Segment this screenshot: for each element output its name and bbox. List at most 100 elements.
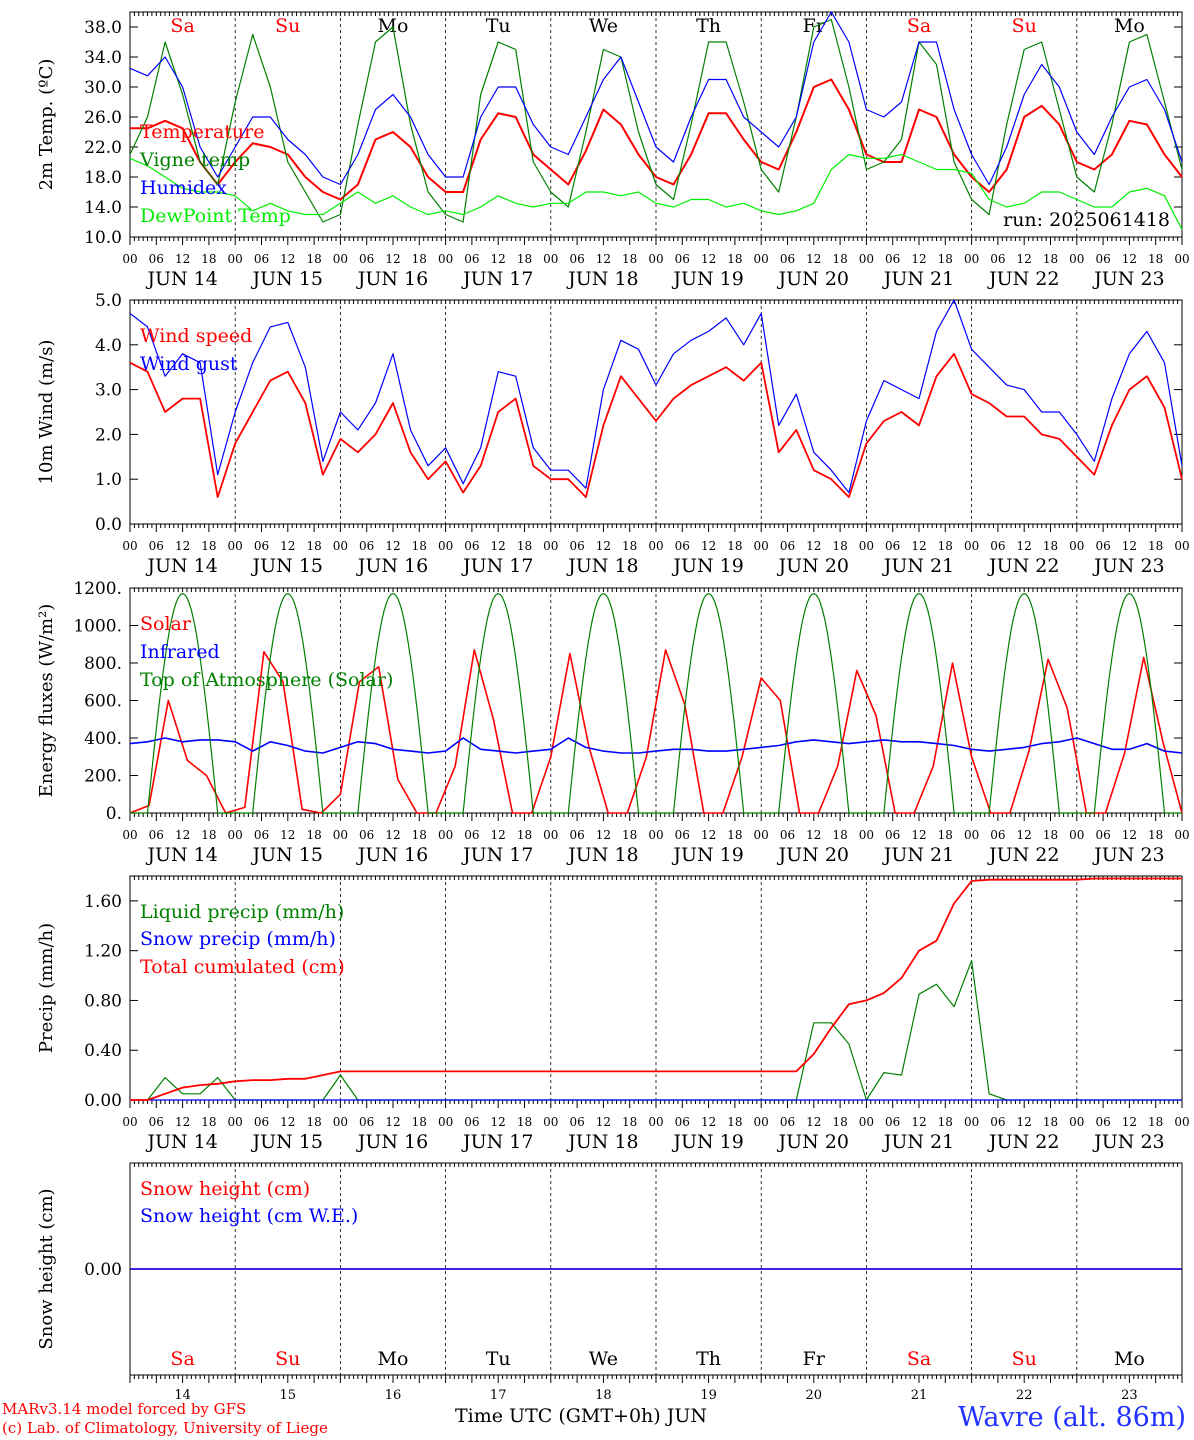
y-tick-label: 0.0	[95, 515, 122, 535]
date-number-label: 20	[806, 1388, 823, 1403]
hour-tick-label: 06	[359, 539, 374, 553]
date-tick-label: JUN 23	[1092, 555, 1164, 577]
series-line-dewpoint-temp	[129, 153, 1183, 230]
station-name: Wavre (alt. 86m)	[958, 1402, 1186, 1433]
hour-tick-label: 12	[175, 828, 190, 842]
hour-tick-label: 06	[1095, 252, 1110, 266]
hour-tick-label: 18	[412, 828, 427, 842]
hour-tick-label: 06	[569, 539, 584, 553]
hour-tick-label: 00	[1069, 252, 1084, 266]
hour-tick-label: 06	[149, 1115, 164, 1129]
hour-tick-label: 00	[333, 828, 348, 842]
y-tick-label: 0.80	[84, 991, 122, 1011]
hour-tick-label: 00	[1174, 252, 1189, 266]
energy-panel: 00 06 12 18 JUN 14 00 06 12 18 JUN 15 00 06 12 18 JUN …	[36, 579, 1190, 866]
wind-panel: 00 06 12 18 JUN 14 00 06 12 18 JUN 15 00 06 12 18 JUN …	[36, 291, 1190, 577]
date-tick-label: JUN 22	[987, 844, 1059, 866]
day-label: Th	[696, 1348, 721, 1370]
hour-tick-label: 18	[1148, 539, 1163, 553]
day-label: Su	[275, 1348, 300, 1370]
hour-tick-label: 06	[780, 828, 795, 842]
hour-tick-label: 12	[911, 539, 926, 553]
date-number-label: 23	[1121, 1388, 1138, 1403]
hour-tick-label: 12	[385, 1115, 400, 1129]
y-tick-label: 1200.	[73, 579, 122, 599]
hour-tick-label: 06	[1095, 539, 1110, 553]
date-tick-label: JUN 21	[882, 268, 954, 290]
y-tick-label: 10.0	[84, 228, 122, 248]
hour-tick-label: 06	[464, 252, 479, 266]
hour-tick-label: 12	[701, 539, 716, 553]
hour-tick-label: 18	[201, 828, 216, 842]
hour-tick-label: 12	[911, 252, 926, 266]
hour-tick-label: 12	[1122, 252, 1137, 266]
hour-tick-label: 12	[596, 828, 611, 842]
hour-tick-label: 06	[569, 828, 584, 842]
hour-tick-label: 00	[543, 539, 558, 553]
date-number-label: 19	[700, 1388, 717, 1403]
date-tick-label: JUN 16	[356, 555, 428, 577]
hour-tick-label: 06	[149, 252, 164, 266]
hour-tick-label: 18	[1043, 252, 1058, 266]
hour-tick-label: 12	[911, 1115, 926, 1129]
hour-tick-label: 12	[1017, 252, 1032, 266]
hour-tick-label: 00	[333, 1115, 348, 1129]
y-tick-label: 14.0	[84, 198, 122, 218]
day-label: Su	[1012, 15, 1037, 37]
date-tick-label: JUN 20	[777, 1131, 849, 1153]
y-tick-label: 18.0	[84, 168, 122, 188]
hour-tick-label: 18	[201, 1115, 216, 1129]
legend-entry: Humidex	[140, 177, 227, 199]
hour-tick-label: 18	[622, 1115, 637, 1129]
hour-tick-label: 00	[964, 539, 979, 553]
day-label: Su	[275, 15, 300, 37]
date-tick-label: JUN 18	[566, 844, 638, 866]
y-tick-label: 4.0	[95, 336, 122, 356]
hour-tick-label: 18	[1148, 252, 1163, 266]
y-tick-label: 1.60	[84, 892, 122, 912]
hour-tick-label: 18	[412, 539, 427, 553]
hour-tick-label: 00	[438, 1115, 453, 1129]
date-tick-label: JUN 14	[145, 844, 217, 866]
series-line-vigne-temp	[129, 18, 1183, 223]
x-axis-label: Time UTC (GMT+0h)	[455, 1405, 661, 1427]
hour-tick-label: 18	[938, 828, 953, 842]
hour-tick-label: 06	[464, 539, 479, 553]
hour-tick-label: 06	[675, 828, 690, 842]
series-line-infrared	[129, 737, 1183, 754]
legend-entry: Wind speed	[140, 325, 252, 347]
hour-tick-label: 06	[780, 539, 795, 553]
hour-tick-label: 06	[780, 252, 795, 266]
hour-tick-label: 06	[254, 1115, 269, 1129]
series-line-solar	[129, 649, 1183, 814]
day-label: Mo	[378, 15, 409, 37]
hour-tick-label: 18	[412, 252, 427, 266]
date-tick-label: JUN 16	[356, 268, 428, 290]
hour-tick-label: 06	[1095, 1115, 1110, 1129]
date-tick-label: JUN 17	[461, 1131, 533, 1153]
hour-tick-label: 06	[464, 1115, 479, 1129]
hour-tick-label: 18	[201, 539, 216, 553]
hour-tick-label: 18	[727, 252, 742, 266]
hour-tick-label: 06	[359, 252, 374, 266]
hour-tick-label: 00	[964, 828, 979, 842]
run-annotation: run: 2025061418	[1003, 209, 1170, 231]
hour-tick-label: 00	[754, 539, 769, 553]
hour-tick-label: 12	[280, 828, 295, 842]
precip-y-axis-label: Precip (mm/h)	[36, 923, 57, 1053]
hour-tick-label: 06	[359, 1115, 374, 1129]
hour-tick-label: 00	[859, 252, 874, 266]
hour-tick-label: 18	[1148, 828, 1163, 842]
y-tick-label: 26.0	[84, 108, 122, 128]
hour-tick-label: 12	[491, 1115, 506, 1129]
date-tick-label: JUN 17	[461, 268, 533, 290]
hour-tick-label: 06	[675, 1115, 690, 1129]
hour-tick-label: 00	[438, 828, 453, 842]
date-tick-label: JUN 23	[1092, 268, 1164, 290]
hour-tick-label: 12	[701, 252, 716, 266]
date-tick-label: JUN 21	[882, 555, 954, 577]
date-tick-label: JUN 19	[671, 844, 743, 866]
hour-tick-label: 06	[675, 539, 690, 553]
temperature-y-axis-label: 2m Temp. (ºC)	[36, 59, 57, 191]
